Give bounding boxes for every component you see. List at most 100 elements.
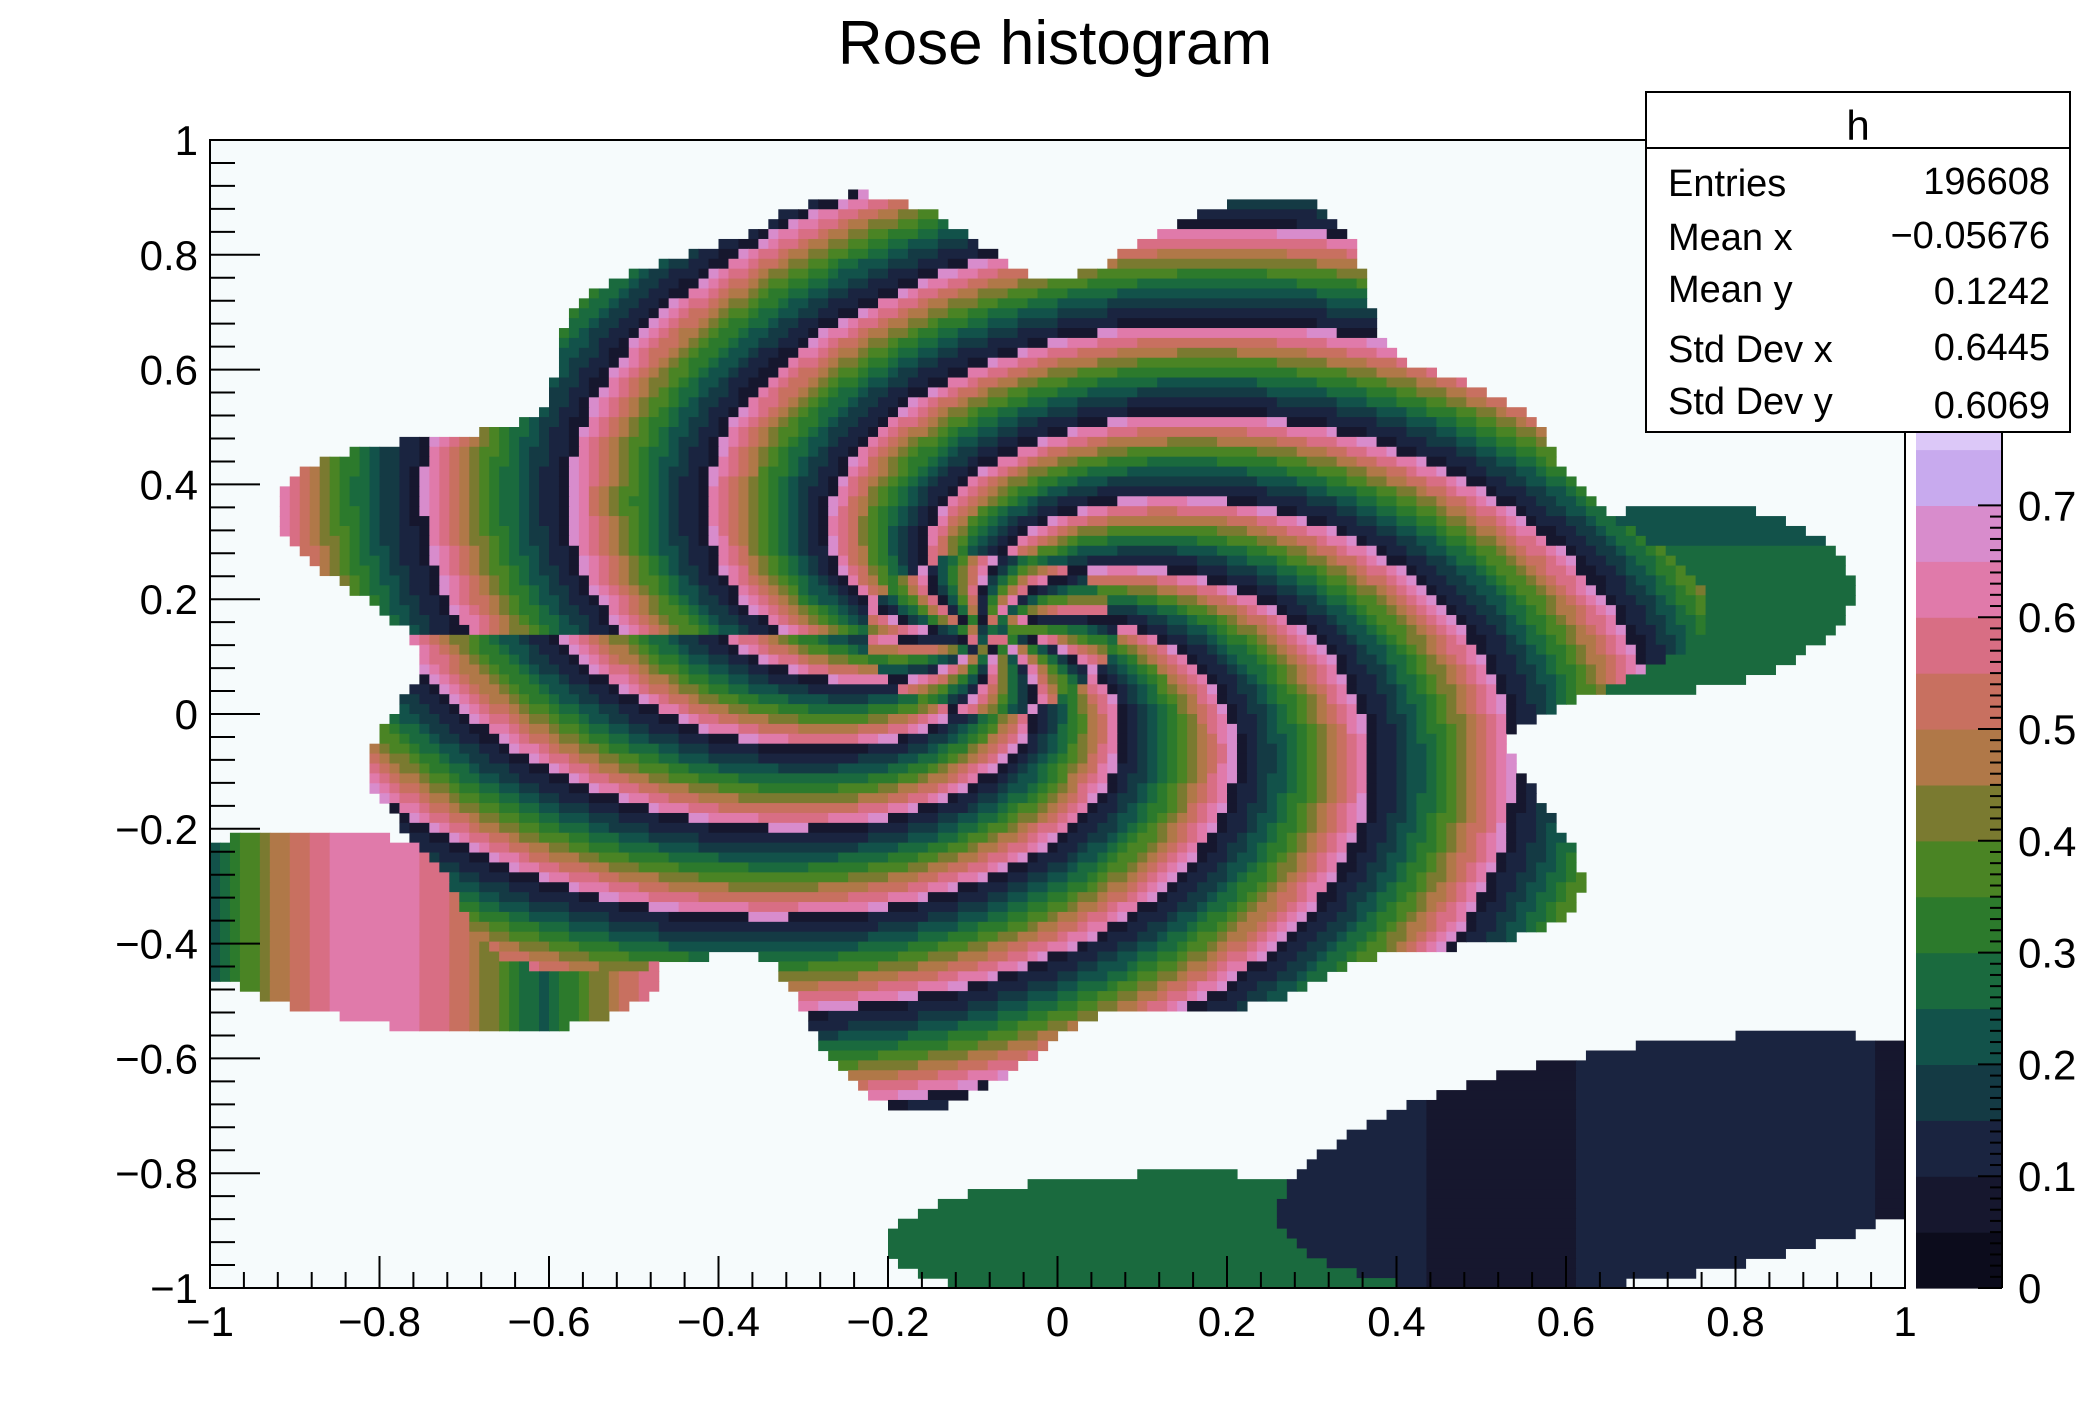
heatmap-cell [679,308,690,319]
heatmap-cell [479,783,500,794]
heatmap-cell [639,417,650,428]
heatmap-cell [409,823,430,834]
heatmap-cell [988,279,1019,290]
heatmap-cell [728,288,749,299]
heatmap-cell [519,773,550,784]
heatmap-cell [699,605,710,616]
heatmap-cell [679,457,690,468]
heatmap-cell [868,882,908,893]
heatmap-cell [1207,724,1218,735]
heatmap-cell [649,556,660,567]
heatmap-cell [669,912,749,923]
heatmap-cell [1197,793,1208,804]
heatmap-cell [1067,674,1078,685]
heatmap-cell [1337,833,1348,844]
heatmap-cell [1018,833,1029,844]
heatmap-cell [928,318,939,329]
heatmap-cell [1616,625,1627,636]
heatmap-cell [639,378,650,389]
heatmap-cell [449,635,470,646]
heatmap-cell [1506,605,1527,616]
heatmap-cell [908,615,919,626]
heatmap-cell [898,635,919,646]
heatmap-cell [1227,763,1238,774]
heatmap-cell [748,249,759,259]
heatmap-cell [1307,635,1318,646]
heatmap-cell [988,585,999,596]
heatmap-cell [868,645,899,656]
heatmap-cell [1496,704,1507,715]
heatmap-cell [529,912,569,923]
heatmap-cell [1147,615,1168,626]
heatmap-cell [1267,665,1278,676]
heatmap-cell [1217,625,1228,636]
heatmap-cell [539,862,560,873]
heatmap-cell [798,417,819,428]
heatmap-cell [1606,536,1617,547]
heatmap-cell [559,714,580,725]
heatmap-cell [1038,773,1049,784]
heatmap-cell [1436,506,1447,517]
heatmap-cell [270,843,291,854]
heatmap-cell [389,595,400,606]
heatmap-cell [1277,902,1288,913]
heatmap-cell [1546,585,1557,596]
heatmap-cell [898,704,919,715]
heatmap-cell [549,556,570,567]
heatmap-cell [758,249,779,259]
heatmap-cell [569,635,580,646]
heatmap-cell [1416,595,1427,606]
heatmap-cell [1506,684,1527,695]
heatmap-cell [1127,724,1138,735]
heatmap-cell [1327,902,1348,913]
heatmap-cell [639,862,679,873]
heatmap-cell [868,862,908,873]
heatmap-cell [1217,585,1228,596]
heatmap-cell [599,605,610,616]
heatmap-cell [978,496,989,507]
heatmap-cell [858,595,869,606]
heatmap-cell [1317,783,1328,794]
heatmap-cell [409,496,420,507]
heatmap-cell [679,486,700,497]
heatmap-cell [1048,862,1069,873]
heatmap-cell [1516,536,1537,547]
heatmap-cell [1048,704,1059,715]
heatmap-cell [529,645,540,656]
heatmap-cell [848,595,859,606]
heatmap-cell [489,704,510,715]
heatmap-cell [559,328,570,339]
heatmap-cell [988,902,1009,913]
heatmap-cell [1666,645,1677,656]
heatmap-cell [649,674,670,685]
heatmap-cell [449,724,470,735]
heatmap-cell [898,575,909,586]
heatmap-cell [1137,783,1148,794]
heatmap-cell [1018,566,1029,577]
heatmap-cell [1008,546,1019,557]
heatmap-cell [998,674,1009,685]
heatmap-cell [629,635,640,646]
heatmap-cell [1038,783,1049,794]
heatmap-cell [679,566,700,577]
heatmap-cell [1406,724,1417,735]
heatmap-cell [1267,853,1278,864]
heatmap-cell [948,437,959,448]
heatmap-cell [1177,872,1188,883]
heatmap-cell [609,457,620,468]
heatmap-cell [1177,714,1188,725]
heatmap-cell [988,615,999,626]
heatmap-cell [1277,516,1298,527]
heatmap-cell [589,437,600,448]
heatmap-cell [808,575,819,586]
heatmap-cell [788,546,799,557]
heatmap-cell [1117,684,1128,695]
heatmap-cell [788,417,799,428]
heatmap-cell [978,694,989,705]
heatmap-cell [519,417,530,428]
heatmap-cell [998,476,1009,487]
heatmap-cell [1367,467,1388,478]
heatmap-cell [1087,734,1098,745]
heatmap-cell [958,476,969,487]
heatmap-cell [948,308,969,319]
